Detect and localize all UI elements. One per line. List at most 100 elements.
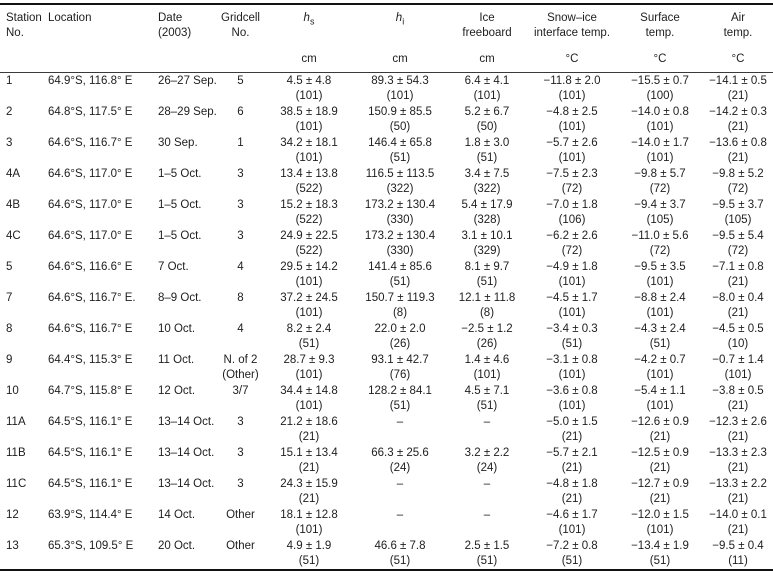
cell-value: 3.4 ± 7.5 [464,168,510,180]
cell-sample-count: (21) [649,492,671,505]
cell-value: −12.3 ± 2.6 [709,416,767,428]
cell-station-no: 4A [0,166,46,197]
cell-sample-count [48,306,154,321]
cell-sample-count [6,337,44,352]
cell-sample-count [158,151,214,166]
header-label: No. [6,27,24,39]
header-label: Snow–ice [547,12,597,24]
cell-sample-count: (21) [298,461,320,474]
cell-value: −3.6 ± 0.8 [546,385,598,397]
cell-sample-count: (101) [473,368,501,381]
cell-air-temp: −9.5 ± 5.4 (72) [703,228,773,259]
cell-hs: 38.5 ± 18.9 (101) [265,104,353,135]
cell-value: 18.1 ± 12.8 [280,509,338,521]
cell-ice-freeboard: 8.1 ± 9.7 (51) [447,259,527,290]
cell-value: 11C [6,478,27,490]
cell-sample-count: (101) [646,399,674,412]
cell-sample-count: (51) [476,151,498,164]
cell-sample-count [449,523,525,538]
cell-gridcell-no: 3 [216,414,265,445]
cell-value: 4B [6,199,21,211]
cell-value: 13–14 Oct. [158,416,215,428]
cell-air-temp: −8.0 ± 0.4 (21) [703,290,773,321]
cell-sample-count: (328) [473,213,501,226]
cell-sample-count [48,120,154,135]
cell-value: 8 [237,292,244,304]
cell-date: 8–9 Oct. [156,290,216,321]
cell-value: 11B [6,447,26,459]
cell-sample-count: (26) [476,337,498,350]
cell-value: 8 [6,323,13,335]
cell-air-temp: −14.2 ± 0.3 (21) [703,104,773,135]
cell-sample-count: (330) [386,244,414,257]
cell-ice-freeboard: – [447,414,527,445]
cell-air-temp: −13.6 ± 0.8 (21) [703,135,773,166]
cell-value: 15.1 ± 13.4 [280,447,338,459]
cell-value: 1.4 ± 4.6 [464,354,510,366]
table-header: Station No. Location Date (2003) Gridcel… [0,4,773,73]
cell-value: −9.4 ± 3.7 [634,199,686,211]
cell-sample-count [48,151,154,166]
cell-value: 64.5°S, 116.1° E [48,478,133,490]
cell-surface-temp: −8.8 ± 2.4 (101) [617,290,703,321]
cell-value: 22.0 ± 2.0 [374,323,426,335]
cell-gridcell-no: 1 [216,135,265,166]
cell-value: – [396,509,404,521]
cell-sample-count: (51) [561,337,583,350]
cell-hi: 146.4 ± 65.8 (51) [353,135,447,166]
cell-value: 28–29 Sep. [158,106,217,118]
cell-snow-ice-interface-temp: −4.8 ± 2.5 (101) [527,104,617,135]
cell-surface-temp: −11.0 ± 5.6 (72) [617,228,703,259]
cell-location: 63.9°S, 114.4° E [46,507,156,538]
cell-ice-freeboard: −2.5 ± 1.2 (26) [447,321,527,352]
cell-air-temp: −9.5 ± 3.7 (105) [703,197,773,228]
cell-value: −9.5 ± 3.7 [712,199,764,211]
cell-station-no: 3 [0,135,46,166]
cell-value: 1.8 ± 3.0 [464,137,510,149]
cell-sample-count: (24) [389,461,411,474]
cell-date: 28–29 Sep. [156,104,217,135]
cell-sample-count: (101) [295,368,323,381]
cell-sample-count: (21) [727,89,749,102]
cell-surface-temp: −4.3 ± 2.4 (51) [617,321,703,352]
cell-value: 6.4 ± 4.1 [464,75,510,87]
cell-sample-count [48,89,154,104]
cell-sample-count: (51) [298,554,320,567]
cell-value: 29.5 ± 14.2 [280,261,338,273]
header-unit: °C [565,53,579,65]
cell-value: 5 [237,75,244,87]
table-row: 11B 64.5°S, 116.1° E 13–14 Oct. 3 15.1 ± 13.… [0,445,773,476]
header-label: temp. [723,27,753,39]
cell-value: – [483,416,491,428]
cell-sample-count: (101) [646,275,674,288]
cell-sample-count: (21) [298,430,320,443]
cell-value: 64.9°S, 116.8° E [48,75,133,87]
cell-surface-temp: −15.5 ± 0.7 (100) [617,73,703,105]
cell-sample-count [355,492,445,507]
cell-sample-count [218,120,263,135]
col-header-snow-ice-interface-temp: Snow–ice interface temp. °C [527,4,617,73]
cell-ice-freeboard: 4.5 ± 7.1 (51) [447,383,527,414]
cell-sample-count: (329) [473,244,501,257]
cell-sample-count: (21) [649,430,671,443]
cell-value: 66.3 ± 25.6 [371,447,429,459]
cell-surface-temp: −12.6 ± 0.9 (21) [617,414,703,445]
cell-value: 2 [6,106,13,118]
cell-value: 26–27 Sep. [158,75,217,87]
cell-value: 11A [6,416,26,428]
cell-value: 3.2 ± 2.2 [464,447,510,459]
cell-sample-count [48,430,154,445]
cell-value: 4.5 ± 7.1 [464,385,510,397]
cell-value: −11.8 ± 2.0 [543,75,601,87]
cell-snow-ice-interface-temp: −4.6 ± 1.7 (101) [527,507,617,538]
header-label [267,26,351,41]
cell-sample-count [6,275,44,290]
cell-sample-count: (101) [646,151,674,164]
cell-sample-count [48,523,154,538]
cell-station-no: 11B [0,445,46,476]
cell-gridcell-no: 3 [216,445,265,476]
cell-hi: 22.0 ± 2.0 (26) [353,321,447,352]
cell-hs: 4.5 ± 4.8 (101) [265,73,353,105]
table-row: 9 64.4°S, 115.3° E 11 Oct. N. of 2 (Other) 28… [0,352,773,383]
cell-value: −3.4 ± 0.3 [546,323,598,335]
